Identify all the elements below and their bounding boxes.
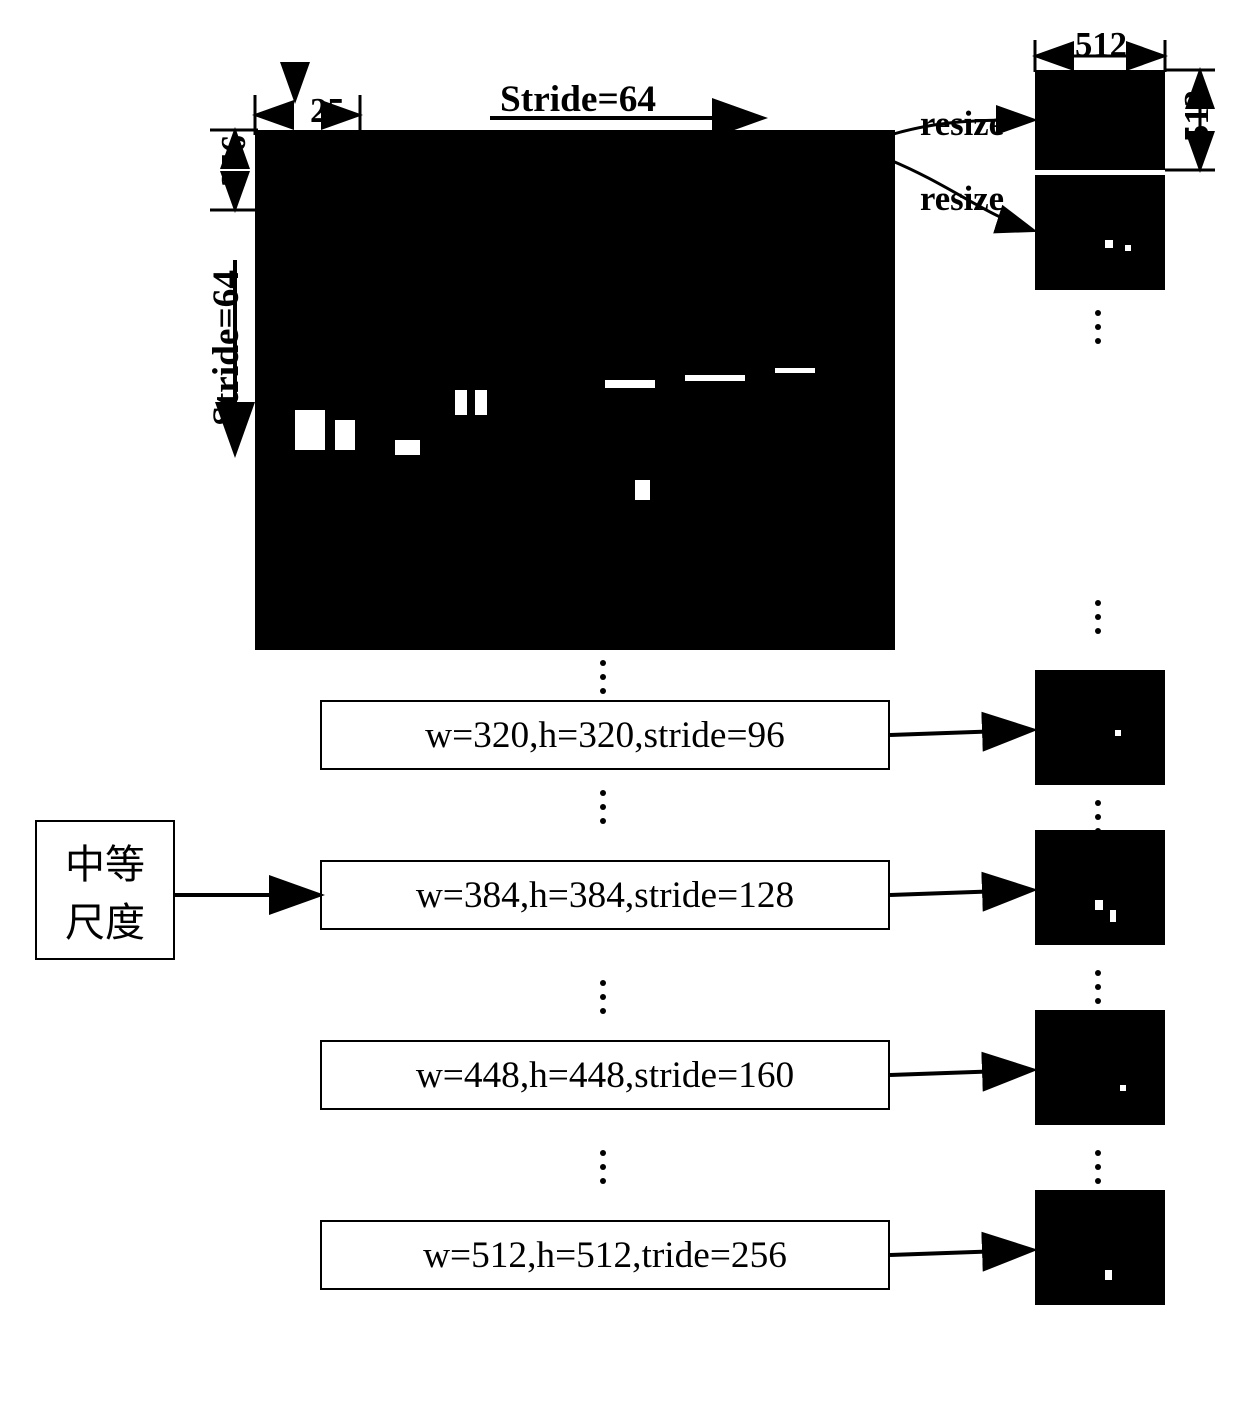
vdots-r1 (1095, 310, 1101, 344)
diagram-root: w=320,h=320,stride=96 w=384,h=384,stride… (20, 20, 1220, 1385)
param-box-4: w=512,h=512,tride=256 (320, 1220, 890, 1290)
output-tile-top (1035, 70, 1165, 170)
scale-label-box: 中等 尺度 (35, 820, 175, 960)
vdots-r4 (1095, 970, 1101, 1004)
scale-line2: 尺度 (65, 890, 145, 948)
vdots-1 (600, 660, 606, 694)
param-text-2: w=384,h=384,stride=128 (416, 874, 794, 917)
label-resize-1: resize (920, 105, 1004, 144)
main-source-image (255, 130, 895, 650)
output-tile-5 (1035, 1190, 1165, 1305)
output-tile-3 (1035, 830, 1165, 945)
vdots-r3 (1095, 800, 1101, 834)
param-text-3: w=448,h=448,stride=160 (416, 1054, 794, 1097)
label-left-stride: Stride=64 (205, 270, 248, 426)
label-resize-2: resize (920, 180, 1004, 219)
param-box-2: w=384,h=384,stride=128 (320, 860, 890, 930)
param-box-3: w=448,h=448,stride=160 (320, 1040, 890, 1110)
output-tile-4 (1035, 1010, 1165, 1125)
vdots-r5 (1095, 1150, 1101, 1184)
param-text-4: w=512,h=512,tride=256 (423, 1234, 787, 1277)
param-text-1: w=320,h=320,stride=96 (425, 714, 785, 757)
label-window-h: 256 (215, 135, 254, 187)
vdots-3 (600, 980, 606, 1014)
vdots-r2 (1095, 600, 1101, 634)
label-out-h: 512 (1178, 90, 1217, 142)
scale-line1: 中等 (65, 832, 145, 890)
vdots-4 (600, 1150, 606, 1184)
vdots-2 (600, 790, 606, 824)
param-box-1: w=320,h=320,stride=96 (320, 700, 890, 770)
output-tile-1 (1035, 175, 1165, 290)
scene-content (255, 130, 895, 650)
label-out-w: 512 (1075, 26, 1127, 65)
label-window-w: 25 (310, 92, 345, 131)
label-top-stride: Stride=64 (500, 78, 656, 121)
output-tile-2 (1035, 670, 1165, 785)
